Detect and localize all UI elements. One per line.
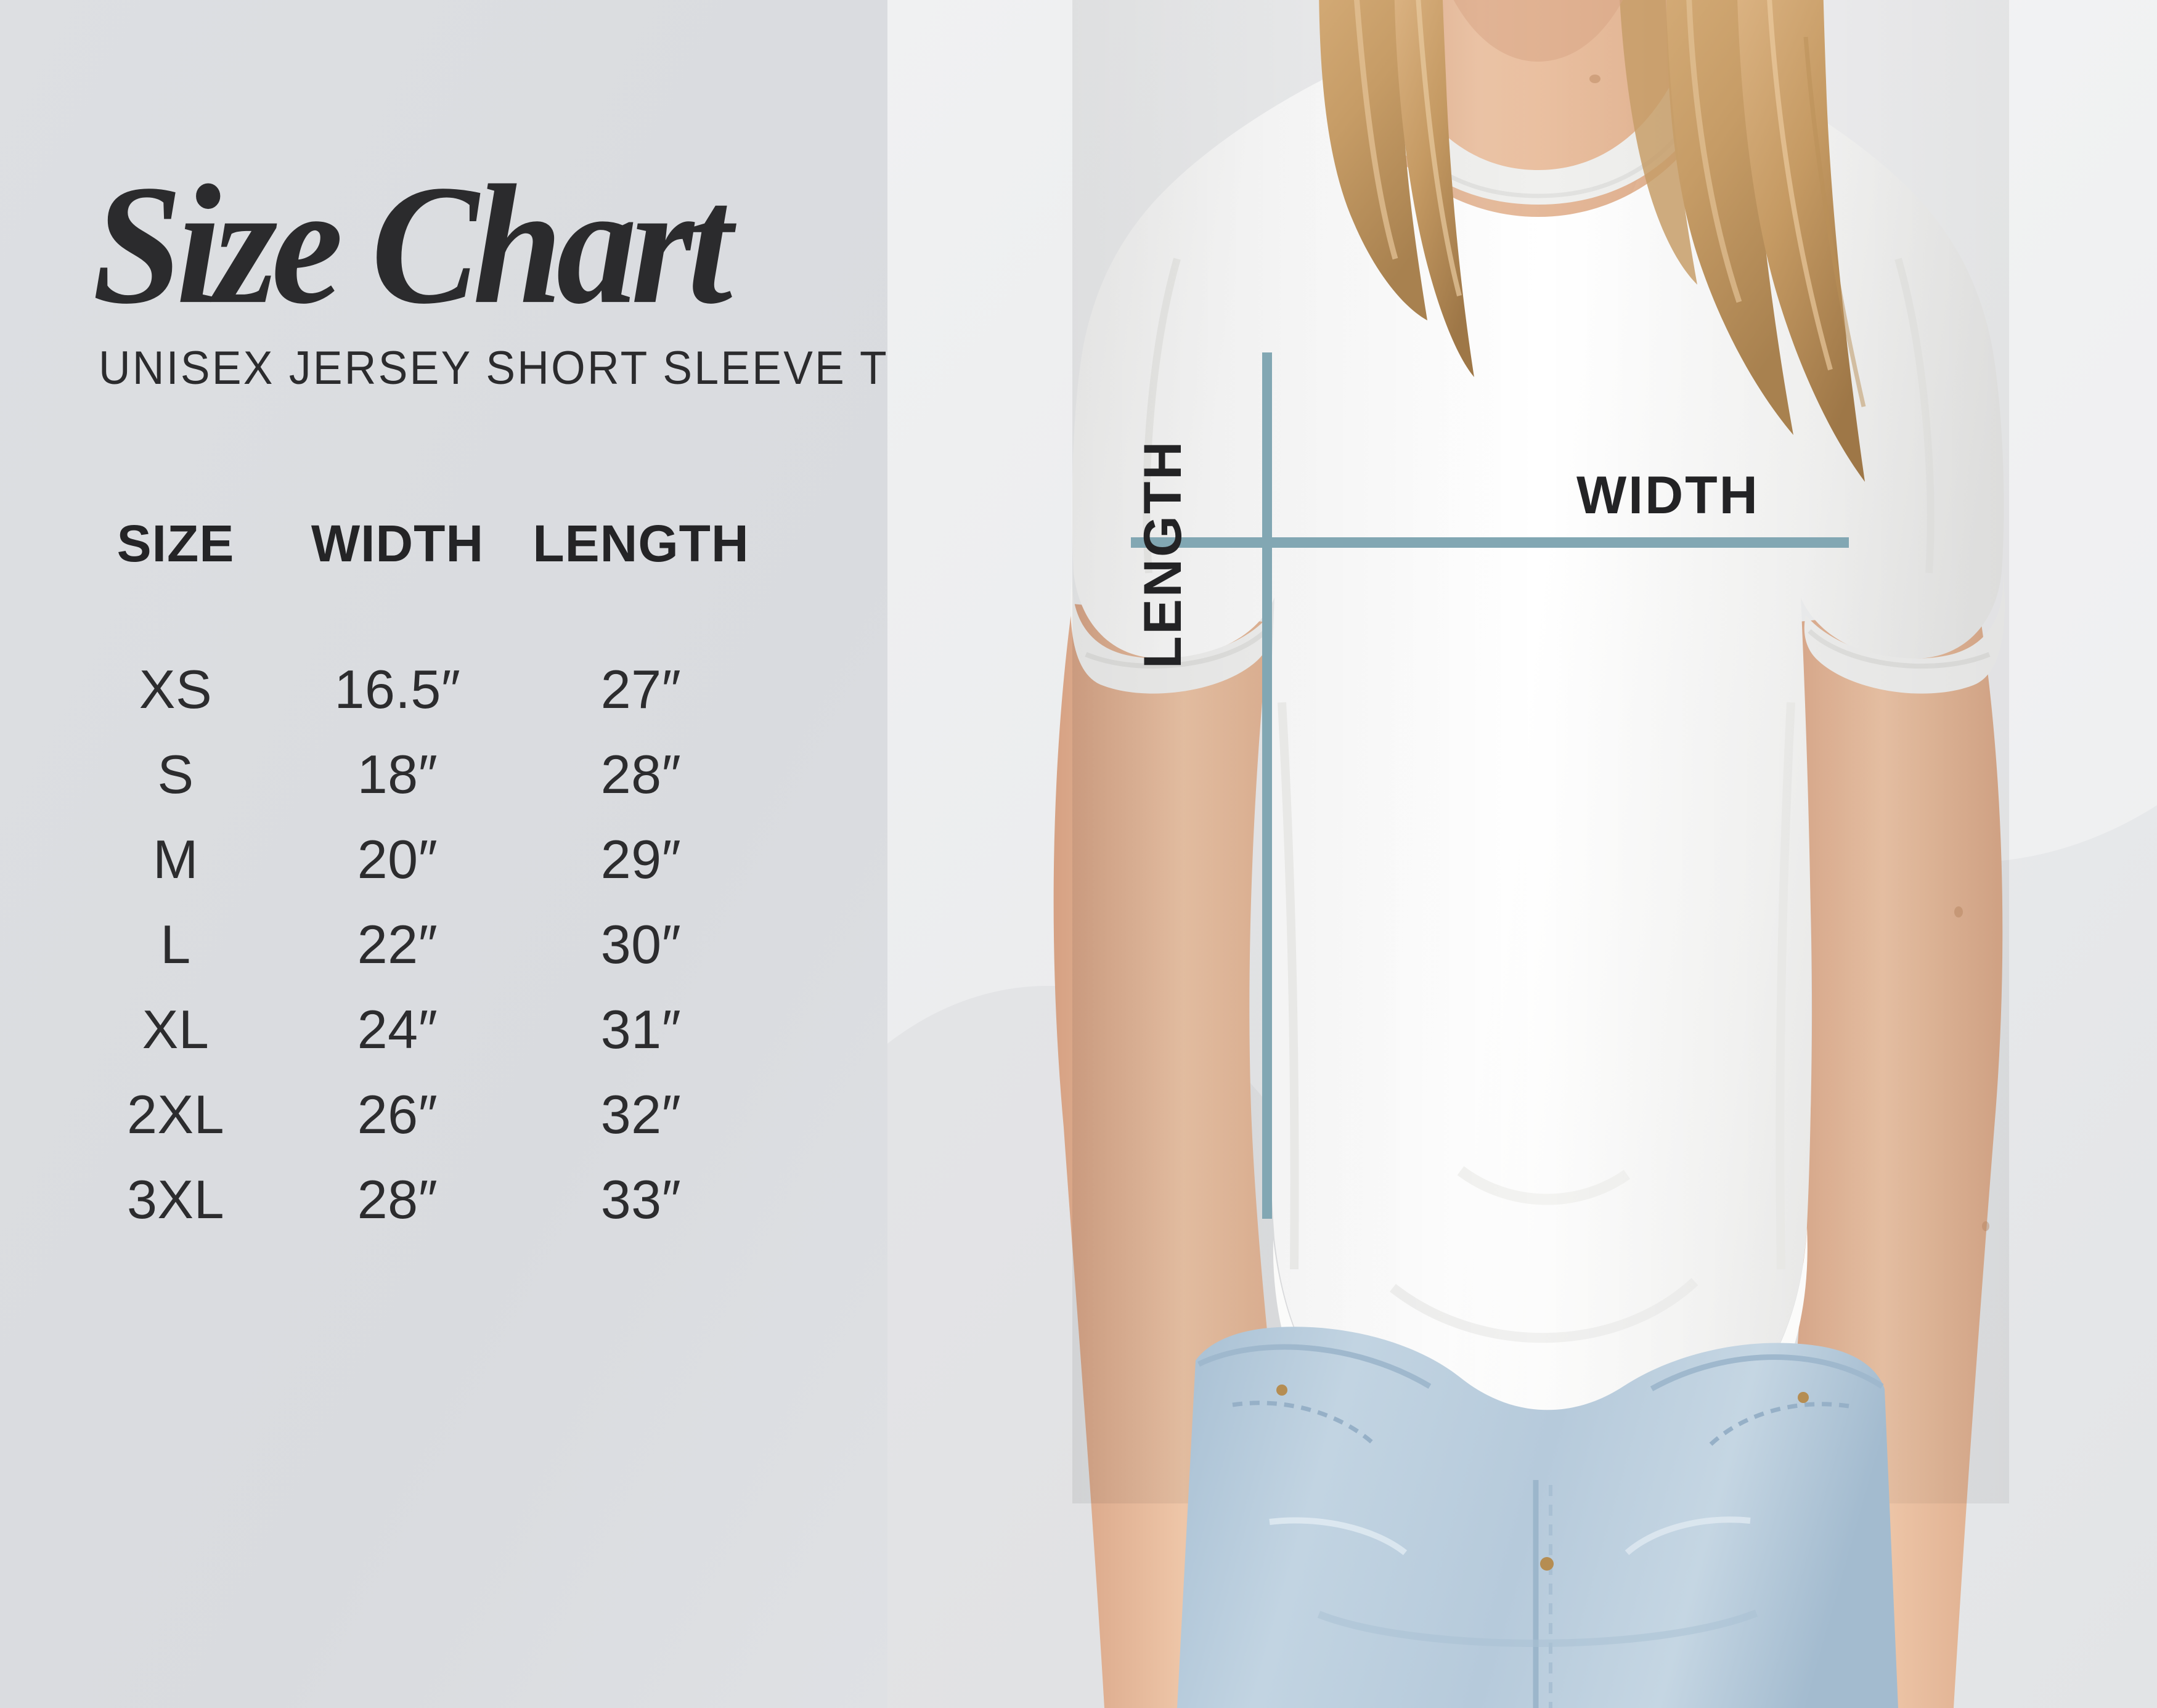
cell-width: 28″: [357, 1169, 438, 1230]
cell-size: M: [153, 829, 198, 890]
cell-length: 30″: [600, 914, 682, 975]
column-header-size: SIZE: [116, 514, 235, 572]
cell-width: 18″: [357, 744, 438, 805]
cell-size: XS: [139, 659, 213, 720]
table-row: XL 24″ 31″: [74, 987, 801, 1072]
cell-size: L: [160, 914, 191, 975]
cell-size: XL: [142, 999, 210, 1060]
table-row: L 22″ 30″: [74, 902, 801, 987]
table-row: 3XL 28″ 33″: [74, 1157, 801, 1242]
table-body: XS 16.5″ 27″ S 18″ 28″ M 20″ 29″ L 22″: [74, 647, 801, 1242]
cell-width: 26″: [357, 1084, 438, 1145]
cell-length: 27″: [600, 659, 682, 720]
table-row: M 20″ 29″: [74, 817, 801, 902]
cell-size: 2XL: [126, 1084, 225, 1145]
cell-length: 31″: [600, 999, 682, 1060]
column-header-width: WIDTH: [311, 514, 484, 572]
table-row: S 18″ 28″: [74, 732, 801, 817]
table-header-row: SIZE WIDTH LENGTH: [74, 518, 801, 585]
table-row: XS 16.5″ 27″: [74, 647, 801, 732]
info-panel: Size Chart UNISEX JERSEY SHORT SLEEVE TE…: [0, 0, 949, 1708]
table-row: 2XL 26″ 32″: [74, 1072, 801, 1157]
cell-length: 32″: [600, 1084, 682, 1145]
page-title: Size Chart: [92, 150, 732, 340]
page-subtitle: UNISEX JERSEY SHORT SLEEVE TEE: [99, 342, 952, 394]
cell-width: 22″: [357, 914, 438, 975]
cell-width: 20″: [357, 829, 438, 890]
cell-length: 29″: [600, 829, 682, 890]
cell-size: 3XL: [126, 1169, 225, 1230]
size-table: SIZE WIDTH LENGTH XS 16.5″ 27″ S 18″ 28″…: [74, 518, 801, 1242]
cell-width: 16.5″: [334, 659, 461, 720]
column-header-length: LENGTH: [532, 514, 749, 572]
model-photo: [887, 0, 2157, 1708]
cell-length: 33″: [600, 1169, 682, 1230]
cell-size: S: [157, 744, 194, 805]
cell-width: 24″: [357, 999, 438, 1060]
cell-length: 28″: [600, 744, 682, 805]
